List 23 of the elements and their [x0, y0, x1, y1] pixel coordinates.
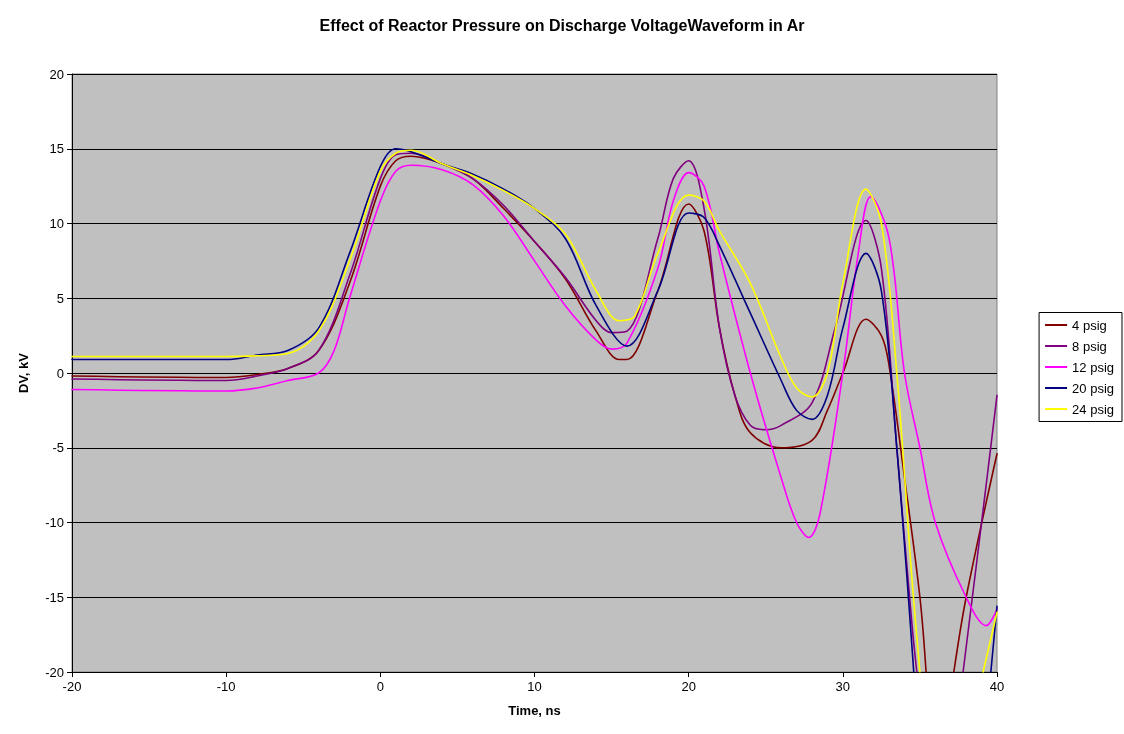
y-axis-title: DV, kV [16, 352, 31, 393]
legend-label: 12 psig [1072, 359, 1114, 375]
x-tick-label: 10 [527, 679, 542, 694]
legend-label: 4 psig [1072, 317, 1107, 333]
x-tick-label: 0 [376, 679, 384, 694]
y-tick-label: -5 [52, 440, 64, 456]
y-tick-label: 20 [49, 66, 64, 82]
y-tick-label: 10 [49, 216, 64, 231]
y-tick-label: -15 [45, 589, 64, 605]
y-tick-label: 15 [49, 141, 64, 157]
x-tick-label: -10 [216, 679, 236, 694]
y-tick-label: -10 [45, 515, 64, 530]
legend-label: 24 psig [1072, 401, 1114, 417]
legend-label: 8 psig [1072, 338, 1107, 354]
x-tick-label: 30 [835, 679, 851, 694]
y-tick-label: 0 [56, 365, 64, 381]
x-tick-label: 40 [989, 679, 1005, 694]
legend-label: 20 psig [1072, 380, 1114, 396]
chart-title: Effect of Reactor Pressure on Discharge VoltageWaveform in Ar [319, 16, 805, 34]
y-tick-label: -20 [45, 664, 64, 680]
x-axis-title: Time, ns [508, 703, 561, 718]
y-tick-label: 5 [56, 290, 64, 306]
x-tick-label: 20 [681, 679, 696, 694]
